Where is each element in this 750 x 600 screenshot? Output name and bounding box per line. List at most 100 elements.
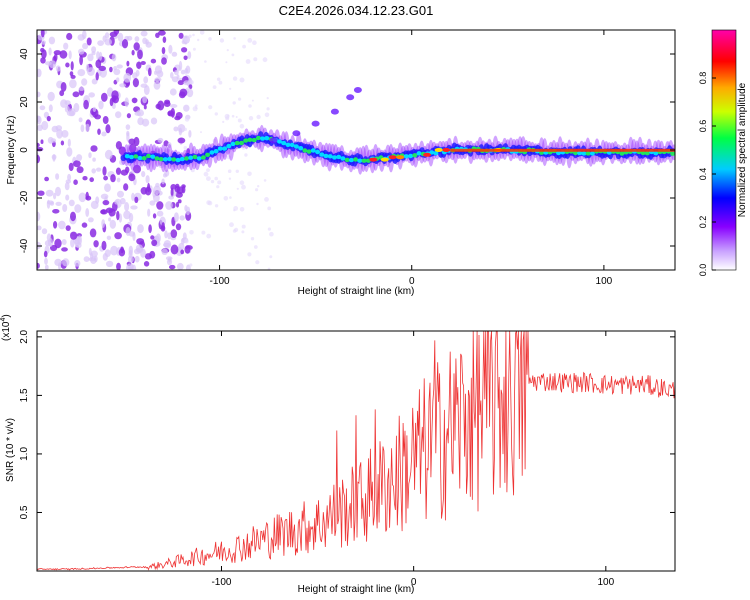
spectrogram-hotspot [380, 157, 389, 162]
spectrogram-noise-blob [98, 100, 104, 110]
spectrogram-noise-blob [111, 53, 117, 62]
spectrogram-noise-blob [176, 262, 184, 270]
spectrogram-noise-blob [149, 200, 156, 206]
spectrogram-noise-blob [88, 152, 92, 159]
spectrogram-noise-blob [153, 185, 161, 195]
spectrogram-noise-blob [250, 237, 255, 241]
spectrogram-ridge-peak [150, 154, 156, 159]
spectrogram-ytick-label: 40 [19, 48, 30, 60]
spectrogram-noise-blob [89, 228, 97, 238]
spectrogram-noise-blob [180, 249, 185, 255]
spectrogram-noise-blob [128, 173, 136, 182]
spectrogram-noise-blob [180, 69, 186, 75]
spectrogram-noise-blob [216, 185, 220, 189]
spectrogram-noise-blob [233, 37, 236, 40]
spectrogram-noise-blob [55, 125, 63, 131]
spectrogram-noise-blob [183, 55, 188, 61]
spectrogram-noise-blob [75, 242, 82, 249]
spectrogram-ridge-peak [141, 156, 147, 161]
spectrogram-ridge-peak [205, 152, 211, 157]
spectrogram-ridge-peak [556, 150, 561, 156]
spectrogram-noise-blob [167, 142, 172, 149]
spectrogram-noise-blob [62, 204, 68, 212]
spectrogram-noise-blob [114, 232, 122, 240]
spectrogram-noise-blob [264, 112, 270, 118]
spectrogram-ridge-peak [306, 149, 312, 154]
spectrogram-noise-blob [102, 166, 107, 176]
spectrogram-noise-blob [50, 138, 57, 143]
spectrogram-noise-blob [226, 155, 231, 160]
spectrogram-ridge-peak [255, 135, 261, 141]
spectrogram-noise-blob [186, 148, 190, 155]
spectrogram-branch [346, 94, 355, 101]
spectrogram-ridge-peak [260, 136, 266, 141]
spectrogram-noise-blob [155, 32, 160, 38]
spectrogram-ridge-peak [184, 156, 189, 161]
spectrogram-noise-blob [85, 191, 89, 200]
spectrogram-xtick-label: 0 [409, 276, 415, 287]
spectrogram-noise-blob [61, 130, 69, 138]
spectrogram-noise-blob [90, 145, 98, 152]
spectrogram-ridge-peak [264, 136, 270, 141]
spectrogram-noise-blob [37, 91, 41, 98]
spectrogram-noise-blob [45, 189, 54, 197]
spectrogram-noise-blob [189, 230, 194, 235]
spectrogram-noise-blob [109, 98, 114, 107]
spectrogram-noise-blob [125, 166, 130, 174]
spectrogram-noise-blob [76, 154, 83, 162]
spectrogram-noise-blob [87, 53, 94, 62]
spectrogram-noise-blob [168, 195, 175, 200]
spectrogram-noise-blob [105, 124, 111, 134]
snr-multiplier: (x104) [0, 314, 12, 341]
spectrogram-noise-blob [65, 225, 71, 232]
spectrogram-noise-blob [91, 78, 98, 85]
spectrogram-ridge-peak [403, 154, 409, 159]
spectrogram-ridge-peak [310, 148, 316, 153]
spectrogram-noise-blob [101, 240, 107, 251]
spectrogram-noise-blob [256, 202, 259, 206]
spectrogram-noise-blob [40, 47, 45, 53]
spectrogram-noise-blob [60, 82, 67, 92]
spectrogram-hotspot [388, 155, 397, 160]
spectrogram-noise-blob [235, 169, 239, 173]
spectrogram-ridge-peak [158, 157, 164, 162]
spectrogram-noise-blob [232, 76, 238, 81]
spectrogram-noise-blob [161, 57, 167, 65]
spectrogram-noise-blob [269, 231, 274, 237]
spectrogram-noise-blob [90, 250, 98, 258]
spectrogram-hotspot [423, 152, 432, 157]
spectrogram-ridge-peak [302, 148, 308, 153]
spectrogram-noise-blob [229, 222, 234, 228]
spectrogram-noise-blob [161, 178, 165, 185]
spectrogram-noise-blob [183, 127, 187, 131]
spectrogram-noise-blob [150, 235, 155, 240]
spectrogram-ridge-peak [234, 140, 240, 146]
spectrogram-noise-blob [101, 92, 108, 102]
spectrogram-noise-blob [229, 87, 232, 90]
spectrogram-ridge-peak [213, 149, 219, 154]
spectrogram-noise-blob [67, 138, 71, 147]
spectrogram-hotspot [369, 157, 378, 162]
spectrogram-noise-blob [126, 35, 133, 41]
spectrogram-noise-blob [83, 256, 90, 262]
spectrogram-noise-blob [185, 65, 191, 74]
spectrogram-noise-blob [181, 47, 188, 53]
spectrogram-noise-blob [124, 97, 129, 108]
spectrogram-noise-blob [167, 232, 171, 240]
spectrogram-noise-blob [184, 72, 188, 75]
spectrogram-noise-blob [266, 97, 269, 100]
spectrogram-noise-blob [61, 247, 68, 252]
spectrogram-noise-blob [48, 36, 56, 45]
spectrogram-noise-blob [137, 224, 144, 234]
spectrogram-noise-blob [118, 213, 123, 223]
spectrogram-noise-blob [37, 115, 42, 125]
spectrogram-noise-blob [206, 168, 210, 173]
spectrogram-noise-blob [247, 252, 252, 257]
spectrogram-noise-blob [48, 104, 53, 113]
spectrogram-noise-blob [91, 51, 96, 56]
spectrogram-noise-blob [204, 60, 207, 63]
colorbar-label: Normalized spectral amplitude [737, 82, 748, 217]
spectrogram-noise-blob [55, 173, 60, 180]
spectrogram-ridge-peak [124, 154, 130, 159]
spectrogram-noise-blob [163, 173, 167, 178]
